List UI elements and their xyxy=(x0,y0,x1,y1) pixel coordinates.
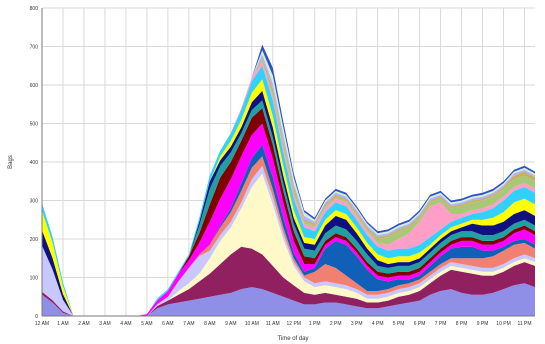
x-tick-label: 7 PM xyxy=(435,321,447,327)
x-tick-label: 2 AM xyxy=(78,321,89,327)
y-tick-labels: 0 100 200 300 400 500 600 700 800 xyxy=(30,6,39,320)
y-tick-label: 800 xyxy=(30,6,39,12)
x-tick-label: 8 AM xyxy=(204,321,215,327)
x-tick-label: 10 AM xyxy=(245,321,259,327)
area-series-9 xyxy=(42,100,535,317)
x-tick-label: 12 AM xyxy=(35,321,49,327)
area-series-11 xyxy=(42,79,535,316)
x-tick-label: 7 AM xyxy=(183,321,194,327)
y-tick-label: 500 xyxy=(30,122,39,128)
x-tick-label: 4 AM xyxy=(120,321,131,327)
y-axis-title: Bags xyxy=(8,155,14,169)
x-tick-label: 8 PM xyxy=(456,321,468,327)
x-tick-label: 5 AM xyxy=(141,321,152,327)
x-tick-label: 2 PM xyxy=(330,321,342,327)
axes xyxy=(41,8,535,317)
y-tick-label: 0 xyxy=(35,314,38,320)
x-tick-label: 3 AM xyxy=(99,321,110,327)
x-tick-label: 9 AM xyxy=(225,321,236,327)
area-series-12 xyxy=(42,65,535,316)
x-tick-label: 3 PM xyxy=(351,321,363,327)
x-tick-label: 10 PM xyxy=(496,321,510,327)
x-tick-label: 11 PM xyxy=(517,321,531,327)
area-series-10 xyxy=(42,90,535,316)
y-tick-label: 700 xyxy=(30,45,39,51)
y-tick-label: 400 xyxy=(30,160,39,166)
x-tick-label: 4 PM xyxy=(372,321,384,327)
y-tick-label: 600 xyxy=(30,83,39,89)
x-tick-labels: 12 AM 1 AM 2 AM 3 AM 4 AM 5 AM 6 AM 7 AM 8 AM 9 A… xyxy=(35,321,532,327)
x-tick-label: 9 PM xyxy=(477,321,489,327)
y-tick-label: 200 xyxy=(30,237,39,243)
x-tick-label: 1 AM xyxy=(57,321,68,327)
x-tick-label: 5 PM xyxy=(393,321,405,327)
area-series-1 xyxy=(42,283,535,316)
x-tick-label: 11 AM xyxy=(266,321,280,327)
area-series-8 xyxy=(42,108,535,316)
x-tick-label: 6 AM xyxy=(162,321,173,327)
area-series-group xyxy=(42,44,535,317)
x-tick-label: 6 PM xyxy=(414,321,426,327)
x-axis-title: Time of day xyxy=(277,336,308,342)
y-tick-label: 100 xyxy=(30,276,39,282)
y-tick-label: 300 xyxy=(30,199,39,205)
x-tick-label: 1 PM xyxy=(309,321,321,327)
x-tick-label: 12 PM xyxy=(287,321,301,327)
